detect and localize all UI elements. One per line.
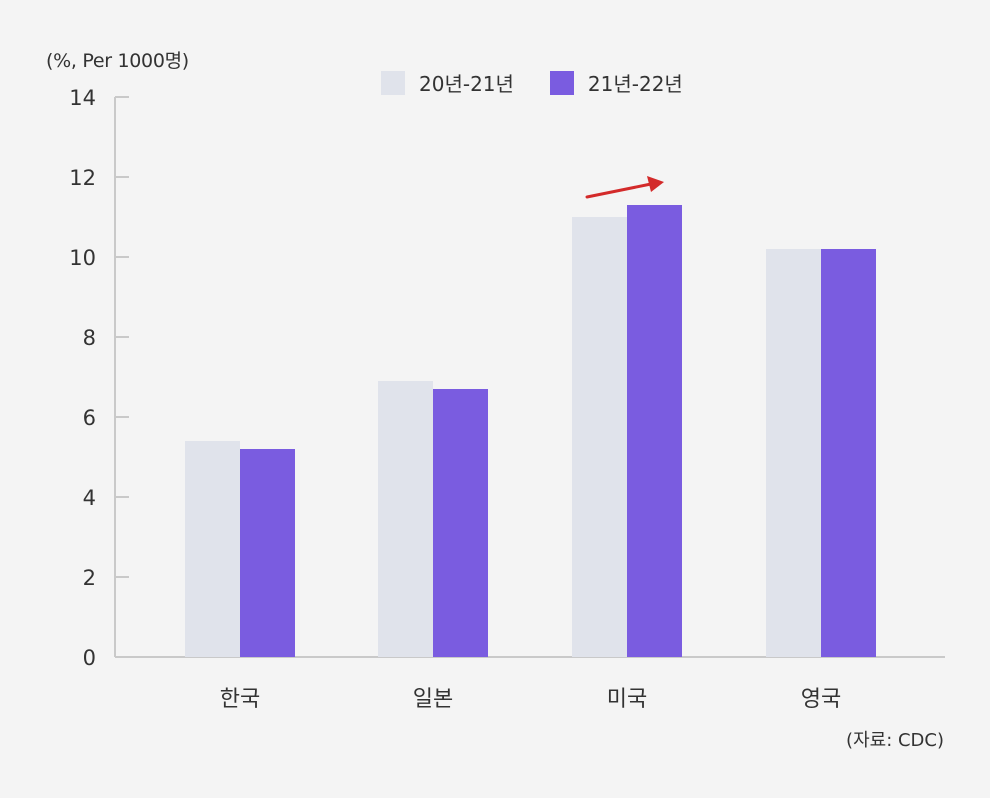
x-tick-label: 한국 <box>220 687 260 712</box>
bar-1-3 <box>572 217 627 657</box>
x-tick-label: 미국 <box>607 687 647 712</box>
legend-item-series-1: 20년-21년 <box>381 68 514 97</box>
legend-item-series-2: 21년-22년 <box>549 68 683 97</box>
bar-1-4 <box>766 249 821 657</box>
trend-arrow-shaft <box>585 182 653 199</box>
y-tick-label: 2 <box>83 566 96 590</box>
bar-2-1 <box>240 449 295 657</box>
bar-1-2 <box>378 381 433 657</box>
y-tick-label: 6 <box>83 406 96 430</box>
bar-2-4 <box>821 249 876 657</box>
legend-label-series-1: 20년-21년 <box>419 72 514 96</box>
source-label: (자료: CDC) <box>846 730 944 751</box>
bar-1-1 <box>185 441 240 657</box>
y-tick-label: 14 <box>69 86 96 110</box>
x-tick-label: 일본 <box>413 687 453 712</box>
y-tick-label: 10 <box>69 246 96 270</box>
y-tick-label: 8 <box>83 326 96 350</box>
legend-label-series-2: 21년-22년 <box>587 72 683 96</box>
y-tick-label: 0 <box>83 646 96 670</box>
trend-arrow-head <box>647 176 664 192</box>
x-tick-label: 영국 <box>801 687 841 712</box>
y-tick-label: 12 <box>69 166 96 190</box>
y-axis-unit-label: (%, Per 1000명) <box>46 50 189 72</box>
legend: 20년-21년 21년-22년 <box>381 68 683 97</box>
bar-2-2 <box>433 389 488 657</box>
y-tick-label: 4 <box>83 486 96 510</box>
legend-swatch-series-2 <box>549 70 574 95</box>
bar-2-3 <box>627 205 682 657</box>
legend-swatch-series-1 <box>381 70 405 95</box>
